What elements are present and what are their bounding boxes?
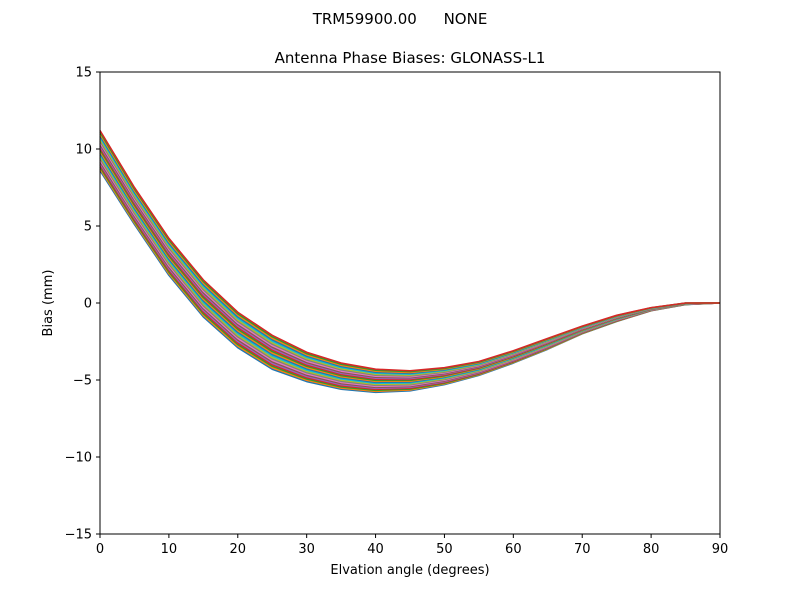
y-tick-label: 5 bbox=[84, 220, 92, 235]
series-line bbox=[99, 147, 721, 381]
x-tick-label: 50 bbox=[436, 542, 453, 557]
x-tick-label: 10 bbox=[161, 542, 178, 557]
series-line bbox=[99, 149, 721, 382]
y-tick-label: −15 bbox=[65, 528, 92, 543]
x-axis: 0 10 20 30 40 50 60 70 80 90 bbox=[96, 534, 728, 557]
y-tick-label: 0 bbox=[84, 297, 92, 312]
series-line bbox=[99, 140, 721, 377]
series-line bbox=[99, 137, 721, 376]
y-tick-label: −5 bbox=[73, 374, 92, 389]
x-tick-label: 90 bbox=[712, 542, 729, 557]
x-tick-label: 70 bbox=[574, 542, 591, 557]
radome-name: NONE bbox=[444, 10, 488, 28]
antenna-name: TRM59900.00 bbox=[312, 10, 417, 28]
y-tick-label: 15 bbox=[75, 66, 92, 81]
series-line bbox=[99, 144, 721, 379]
series-line bbox=[99, 135, 721, 375]
series-line bbox=[99, 138, 721, 376]
x-tick-label: 80 bbox=[643, 542, 660, 557]
y-axis-label: Bias (mm) bbox=[41, 270, 56, 337]
y-tick-label: 10 bbox=[75, 143, 92, 158]
series-line bbox=[99, 131, 721, 373]
series-line bbox=[99, 130, 720, 372]
x-tick-label: 0 bbox=[96, 542, 104, 557]
y-axis: −15 −10 −5 0 5 10 15 bbox=[65, 66, 100, 543]
x-tick-label: 20 bbox=[230, 542, 247, 557]
figure-suptitle: TRM59900.00 NONE bbox=[312, 10, 488, 28]
x-axis-label: Elvation angle (degrees) bbox=[330, 563, 489, 578]
series-line bbox=[99, 142, 721, 378]
x-tick-label: 60 bbox=[505, 542, 522, 557]
x-tick-label: 30 bbox=[298, 542, 315, 557]
series-layer bbox=[99, 130, 721, 394]
series-line bbox=[99, 145, 721, 380]
series-line bbox=[99, 133, 721, 374]
x-tick-label: 40 bbox=[367, 542, 384, 557]
y-tick-label: −10 bbox=[65, 451, 92, 466]
chart-title: Antenna Phase Biases: GLONASS-L1 bbox=[275, 49, 546, 67]
